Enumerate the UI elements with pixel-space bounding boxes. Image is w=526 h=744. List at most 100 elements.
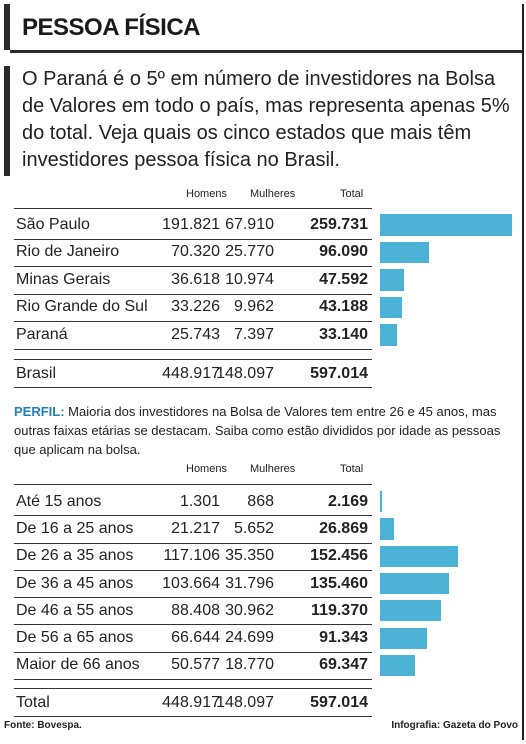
intro-text: O Paraná é o 5º em número de investidore… — [22, 68, 510, 171]
cell-total: 26.869 — [319, 519, 368, 537]
cell-total: 119.370 — [311, 601, 368, 619]
cell-mulheres: 10.974 — [225, 270, 274, 288]
table-row: De 36 a 45 anos 103.664 31.796 135.460 — [14, 570, 372, 599]
table-row: De 56 a 65 anos 66.644 24.699 91.343 — [14, 625, 372, 653]
column-header-mulheres: Mulheres — [250, 463, 296, 475]
bar-6 — [380, 654, 416, 677]
summary-homens: 448.917 — [162, 365, 220, 382]
summary-mulheres: 148.097 — [216, 694, 274, 711]
cell-mulheres: 7.397 — [233, 325, 274, 343]
title-block: PESSOA FÍSICA — [4, 4, 522, 53]
table-row: Maior de 66 anos 50.577 18.770 69.347 — [14, 652, 372, 681]
cell-mulheres: 35.350 — [225, 547, 274, 565]
column-header-homens: Homens — [186, 188, 227, 200]
summary-total: 597.014 — [310, 694, 368, 711]
title-rule — [10, 50, 522, 53]
bar-0 — [380, 214, 512, 236]
page-title: PESSOA FÍSICA — [22, 14, 200, 41]
row-label: São Paulo — [16, 215, 90, 233]
table-row: Minas Gerais 36.618 10.974 47.592 — [14, 266, 372, 295]
cell-total: 259.731 — [310, 215, 368, 233]
summary-label: Total — [16, 694, 50, 711]
cell-homens: 88.408 — [171, 601, 220, 619]
cell-total: 91.343 — [319, 629, 368, 647]
cell-mulheres: 25.770 — [225, 243, 274, 261]
row-label: Rio Grande do Sul — [16, 298, 148, 316]
cell-total: 152.456 — [310, 547, 368, 565]
cell-homens: 191.821 — [162, 215, 220, 233]
bar-2 — [380, 545, 458, 567]
column-header-total: Total — [340, 463, 364, 475]
credit-note: Infografia: Gazeta do Povo — [391, 720, 518, 731]
table-row: De 16 a 25 anos 21.217 5.652 26.869 — [14, 515, 372, 544]
row-label: Paraná — [16, 325, 68, 343]
table-row: Paraná 25.743 7.397 33.140 — [14, 321, 372, 350]
column-header-mulheres: Mulheres — [250, 188, 296, 200]
perfil-keyword: PERFIL: — [14, 404, 65, 419]
column-header-total: Total — [340, 188, 364, 200]
cell-mulheres: 30.962 — [225, 601, 274, 619]
table-top-rule — [14, 208, 372, 209]
cell-homens: 33.226 — [171, 298, 220, 316]
cell-mulheres: 24.699 — [225, 629, 274, 647]
bar-3 — [380, 572, 450, 595]
bar-4 — [380, 600, 442, 622]
perfil-body: Maioria dos investidores na Bolsa de Val… — [14, 404, 501, 457]
summary-top-rule — [14, 688, 372, 689]
infographic-frame — [4, 4, 524, 740]
bar-1 — [380, 241, 429, 263]
perfil-text: PERFIL: Maioria dos investidores na Bols… — [14, 402, 514, 459]
cell-mulheres: 18.770 — [225, 656, 274, 674]
row-label: Até 15 anos — [16, 492, 102, 510]
bar-0 — [380, 491, 382, 513]
summary-mulheres: 148.097 — [216, 365, 274, 382]
summary-homens: 448.917 — [162, 694, 220, 711]
table-row: De 46 a 55 anos 88.408 30.962 119.370 — [14, 597, 372, 626]
row-label: Maior de 66 anos — [16, 656, 140, 674]
cell-homens: 21.217 — [171, 519, 220, 537]
cell-total: 2.169 — [327, 492, 368, 510]
row-label: De 46 a 55 anos — [16, 601, 134, 619]
cell-mulheres: 31.796 — [225, 574, 274, 592]
title-accent-bar — [4, 4, 10, 50]
summary-row: Total 448.917 148.097 597.014 — [14, 690, 372, 717]
row-label: De 36 a 45 anos — [16, 574, 134, 592]
summary-label: Brasil — [16, 365, 57, 382]
cell-homens: 103.664 — [162, 574, 220, 592]
row-label: De 26 a 35 anos — [16, 547, 134, 565]
cell-homens: 50.577 — [171, 656, 220, 674]
cell-homens: 66.644 — [171, 629, 220, 647]
row-label: Minas Gerais — [16, 270, 111, 288]
summary-total: 597.014 — [310, 365, 368, 382]
bar-3 — [380, 296, 402, 318]
cell-mulheres: 868 — [247, 492, 274, 510]
cell-total: 47.592 — [319, 270, 368, 288]
row-label: De 16 a 25 anos — [16, 519, 134, 537]
cell-total: 96.090 — [319, 243, 368, 261]
cell-mulheres: 5.652 — [233, 519, 274, 537]
cell-mulheres: 9.962 — [233, 298, 274, 316]
cell-total: 135.460 — [310, 574, 368, 592]
table-row: Rio de Janeiro 70.320 25.770 96.090 — [14, 239, 372, 267]
table-row: Até 15 anos 1.301 868 2.169 — [14, 488, 372, 517]
bar-1 — [380, 518, 394, 540]
summary-top-rule — [14, 359, 372, 360]
cell-homens: 1.301 — [179, 492, 220, 510]
cell-total: 69.347 — [319, 656, 368, 674]
cell-homens: 36.618 — [171, 270, 220, 288]
table-row: De 26 a 35 anos 117.106 35.350 152.456 — [14, 543, 372, 571]
row-label: Rio de Janeiro — [16, 243, 120, 261]
cell-total: 43.188 — [319, 298, 368, 316]
cell-homens: 25.743 — [171, 325, 220, 343]
table-top-rule — [14, 484, 372, 485]
intro-accent-bar — [4, 66, 10, 176]
cell-homens: 70.320 — [171, 243, 220, 261]
bar-4 — [380, 324, 397, 346]
column-header-homens: Homens — [186, 463, 227, 475]
cell-mulheres: 67.910 — [225, 215, 274, 233]
source-note: Fonte: Bovespa. — [4, 720, 82, 731]
table-row: Rio Grande do Sul 33.226 9.962 43.188 — [14, 294, 372, 322]
bar-5 — [380, 627, 427, 649]
bar-2 — [380, 269, 405, 291]
table-row: São Paulo 191.821 67.910 259.731 — [14, 211, 372, 240]
